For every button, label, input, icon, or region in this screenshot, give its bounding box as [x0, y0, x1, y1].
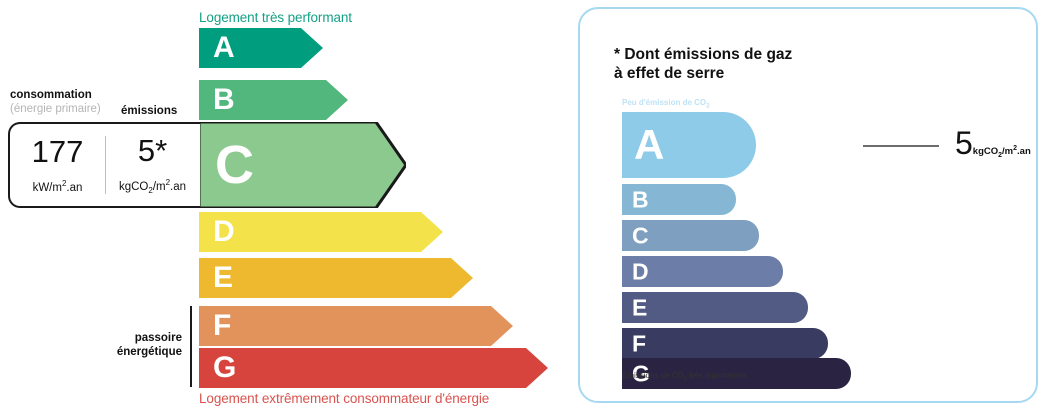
energy-class-letter-E: E — [213, 261, 234, 294]
energy-class-arrow-B — [199, 80, 348, 120]
emission-value: 5* — [137, 132, 168, 168]
energy-class-arrow-A — [199, 28, 323, 68]
energy-class-row-C: C — [199, 122, 406, 208]
ges-connector-line — [863, 145, 939, 147]
energy-scale-top-caption: Logement très performant — [199, 10, 352, 25]
energy-class-letter-G: G — [213, 351, 237, 384]
energy-class-arrow-E — [199, 258, 473, 298]
consumption-unit: kW/m2.an — [32, 178, 83, 194]
energy-class-arrow-D — [199, 212, 443, 252]
ges-bottom-caption: Émissions de CO2 très importantes — [622, 371, 747, 383]
ges-class-letter-B: B — [632, 186, 649, 212]
energy-class-letter-A: A — [213, 31, 235, 64]
ges-class-letter-C: C — [632, 222, 649, 248]
energy-class-letter-C: C — [215, 135, 254, 195]
ges-class-letter-A: A — [634, 121, 665, 168]
ges-class-letter-D: D — [632, 258, 649, 284]
greenhouse-gas-panel: * Dont émissions de gaz à effet de serre… — [578, 7, 1038, 403]
consumption-cell: 177 kW/m2.an — [10, 124, 105, 206]
emissions-label: émissions — [121, 105, 178, 117]
ges-class-row-E: E — [622, 292, 808, 323]
ges-class-row-G: G — [622, 358, 851, 389]
ges-value-number: 5 — [955, 125, 973, 161]
energy-class-row-E: E — [199, 258, 473, 298]
ges-class-letter-E: E — [632, 294, 648, 320]
energy-class-row-A: A — [199, 28, 323, 68]
energy-sieve-bracket — [190, 306, 192, 387]
ges-class-row-B: B — [622, 184, 736, 215]
ges-class-row-A: A — [622, 112, 756, 178]
energy-scale-bottom-caption: Logement extrêmement consommateur d'éner… — [199, 391, 490, 406]
emission-unit: kgCO2/m2.an — [118, 177, 187, 196]
emission-cell: 5* kgCO2/m2.an — [105, 124, 200, 206]
energy-class-row-D: D — [199, 212, 443, 252]
consumption-label-main: consommation — [10, 89, 92, 101]
energy-class-letter-F: F — [213, 309, 232, 342]
ges-class-letter-F: F — [632, 330, 647, 356]
ges-value-readout: 5kgCO2/m2.an — [955, 127, 1031, 159]
energy-class-arrow-F — [199, 306, 513, 346]
energy-class-row-F: F — [199, 306, 513, 346]
ges-value-unit: kgCO2/m2.an — [972, 144, 1031, 159]
energy-class-arrow-G — [199, 348, 548, 388]
energy-sieve-label: passoire énergétique — [116, 332, 182, 359]
energy-class-row-G: G — [199, 348, 548, 388]
consumption-value: 177 — [31, 133, 84, 169]
ges-title: * Dont émissions de gaz à effet de serre — [614, 46, 793, 83]
consumption-label: consommation (énergie primaire) — [10, 89, 101, 117]
energy-class-arrow-C — [199, 122, 406, 208]
energy-class-row-B: B — [199, 80, 348, 120]
ges-class-row-F: F — [622, 328, 828, 359]
energy-value-badge: 177 kW/m2.an 5* kgCO2/m2.an — [8, 122, 200, 208]
energy-class-letter-D: D — [213, 215, 235, 248]
consumption-label-sub: (énergie primaire) — [10, 102, 101, 115]
energy-class-letter-B: B — [213, 83, 235, 116]
ges-class-row-D: D — [622, 256, 783, 287]
ges-class-letter-G: G — [632, 360, 650, 386]
ges-top-caption: Peu d'émission de CO2 — [622, 98, 710, 110]
ges-class-row-C: C — [622, 220, 759, 251]
